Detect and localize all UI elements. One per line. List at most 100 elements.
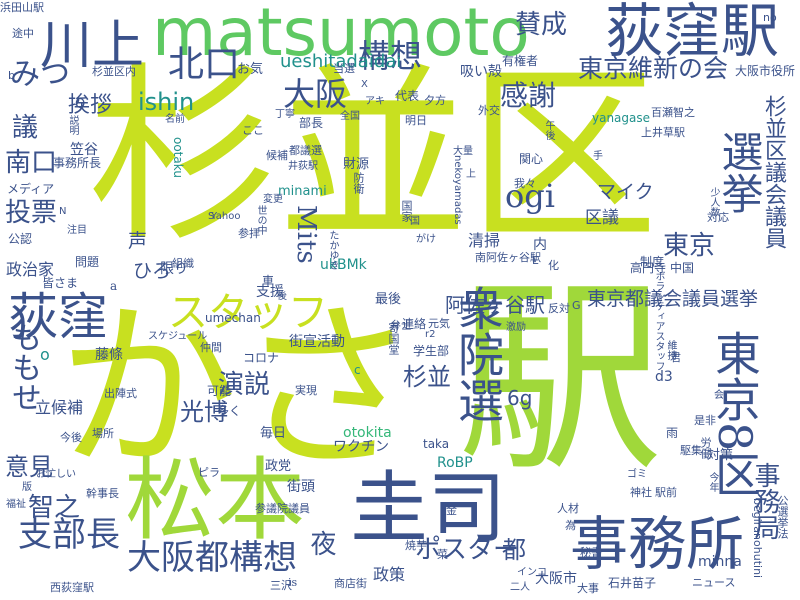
cloud-word: ニュース bbox=[692, 576, 736, 589]
cloud-word: 世の中 bbox=[255, 205, 266, 235]
cloud-word: 注目 bbox=[67, 225, 87, 236]
cloud-word: 焼芋 bbox=[405, 539, 427, 552]
cloud-word: 阿佐ヶ谷駅 bbox=[445, 293, 545, 317]
cloud-word: b bbox=[8, 69, 15, 82]
cloud-word: 弁士 bbox=[390, 319, 412, 332]
cloud-word: メディア bbox=[7, 182, 55, 196]
cloud-word: 上井草駅 bbox=[641, 126, 685, 139]
cloud-word: 防衛 bbox=[352, 172, 365, 194]
cloud-word: 説明 bbox=[67, 115, 78, 135]
cloud-word: minami bbox=[278, 184, 327, 199]
cloud-word: 議 bbox=[12, 113, 39, 143]
cloud-word: 東京維新の会 bbox=[578, 54, 729, 83]
cloud-word: 挨拶 bbox=[68, 93, 113, 118]
cloud-word: 変更 bbox=[263, 194, 283, 205]
cloud-word: o bbox=[40, 345, 50, 364]
cloud-word: c bbox=[354, 363, 361, 377]
cloud-word: 意見 bbox=[5, 453, 53, 481]
cloud-word: 財源 bbox=[343, 157, 370, 172]
cloud-word: 全国 bbox=[340, 111, 360, 122]
cloud-word: 大阪市役所 bbox=[735, 64, 796, 78]
cloud-word: 賛成 bbox=[515, 10, 568, 40]
cloud-word: 代表 bbox=[395, 89, 420, 103]
cloud-word: no bbox=[763, 11, 777, 24]
cloud-word: 駆集 bbox=[680, 444, 702, 457]
cloud-word: 二人 bbox=[510, 582, 530, 593]
cloud-word: 参拝 bbox=[238, 227, 260, 240]
cloud-word: 杉並区議会議員 bbox=[761, 95, 786, 249]
cloud-word: 今年 bbox=[707, 472, 718, 492]
cloud-word: 秘書 bbox=[580, 546, 602, 559]
cloud-word: 為 bbox=[565, 519, 576, 532]
cloud-word: 駅前 bbox=[655, 486, 677, 499]
cloud-word: 中国 bbox=[670, 261, 695, 275]
cloud-word: 荻窪駅 bbox=[605, 0, 780, 65]
cloud-word: 夜 bbox=[306, 530, 336, 556]
cloud-word: Mits bbox=[291, 205, 321, 264]
cloud-word: 浜田山駅 bbox=[0, 1, 44, 14]
cloud-word: ワクチン bbox=[333, 439, 389, 455]
cloud-word: 夕方 bbox=[424, 94, 446, 107]
cloud-word: E bbox=[532, 254, 539, 267]
cloud-word: 東京8区 bbox=[708, 330, 762, 498]
cloud-word: 街宣活動 bbox=[289, 334, 345, 350]
cloud-word: 松本 bbox=[125, 448, 305, 553]
cloud-word: ひろ bbox=[133, 260, 172, 282]
cloud-word: 人材 bbox=[557, 502, 579, 515]
cloud-word: 候補 bbox=[266, 149, 288, 162]
cloud-word: 是非 bbox=[694, 414, 716, 427]
cloud-word: 吸い殻 bbox=[460, 64, 502, 80]
cloud-word: 化 bbox=[548, 259, 559, 272]
cloud-word: nekoyamadas bbox=[452, 155, 463, 225]
cloud-word: 区議 bbox=[585, 208, 619, 228]
cloud-word: 会 bbox=[714, 390, 724, 401]
cloud-word: 東京 bbox=[663, 231, 716, 261]
cloud-word: 事務局 bbox=[750, 462, 780, 540]
cloud-word: ishin bbox=[138, 88, 195, 116]
cloud-word: 仲間 bbox=[200, 341, 222, 354]
cloud-word: 維持 bbox=[665, 340, 676, 360]
cloud-word: お気 bbox=[237, 62, 264, 77]
cloud-word: 大事 bbox=[577, 582, 599, 595]
cloud-word: 6g bbox=[507, 386, 533, 410]
cloud-word: 大阪 bbox=[283, 75, 348, 113]
cloud-word: 衆院選 bbox=[451, 285, 505, 423]
cloud-word: 内 bbox=[533, 237, 547, 253]
cloud-word: ukBMk bbox=[320, 257, 367, 273]
cloud-word: 政治家 bbox=[6, 260, 55, 279]
cloud-word: 出陣式 bbox=[104, 387, 137, 400]
cloud-word: コロナ bbox=[243, 351, 280, 365]
cloud-word: 光博 bbox=[180, 398, 228, 426]
cloud-word: 多く bbox=[217, 404, 242, 418]
cloud-word: ootaku bbox=[171, 137, 185, 178]
cloud-word: ももせ bbox=[6, 322, 41, 412]
cloud-word: S bbox=[208, 211, 215, 222]
cloud-word: たかゆき bbox=[327, 230, 338, 270]
cloud-word: 毎日 bbox=[260, 426, 287, 441]
cloud-word: ピラ bbox=[198, 466, 220, 479]
cloud-word: 感謝 bbox=[500, 79, 557, 112]
cloud-word: 途中 bbox=[12, 27, 34, 40]
cloud-word: 実現 bbox=[295, 384, 317, 397]
cloud-word: G bbox=[572, 299, 581, 312]
cloud-word: Q bbox=[75, 97, 86, 112]
cloud-word: 制度 bbox=[640, 255, 665, 269]
cloud-word: 限り bbox=[160, 261, 188, 277]
cloud-word: 関心 bbox=[519, 152, 544, 166]
cloud-word: 君 bbox=[670, 351, 681, 364]
cloud-word: 政策 bbox=[373, 565, 406, 584]
cloud-word: スケジュール bbox=[148, 331, 208, 342]
cloud-word: yanagase bbox=[592, 111, 651, 125]
cloud-word: ポスター bbox=[415, 535, 520, 565]
cloud-word: 激励 bbox=[506, 322, 526, 333]
cloud-word: ゴミ bbox=[627, 469, 647, 480]
cloud-word: がけ bbox=[416, 234, 436, 245]
cloud-word: 選挙 bbox=[715, 130, 764, 214]
cloud-word: 幹事長 bbox=[86, 487, 119, 500]
cloud-word: 反対 bbox=[548, 302, 570, 315]
cloud-word: 井荻駅 bbox=[288, 161, 318, 172]
cloud-word: 労働 bbox=[699, 437, 712, 459]
cloud-word: 石井苗子 bbox=[608, 576, 657, 590]
cloud-word: 圭司 bbox=[350, 464, 507, 554]
